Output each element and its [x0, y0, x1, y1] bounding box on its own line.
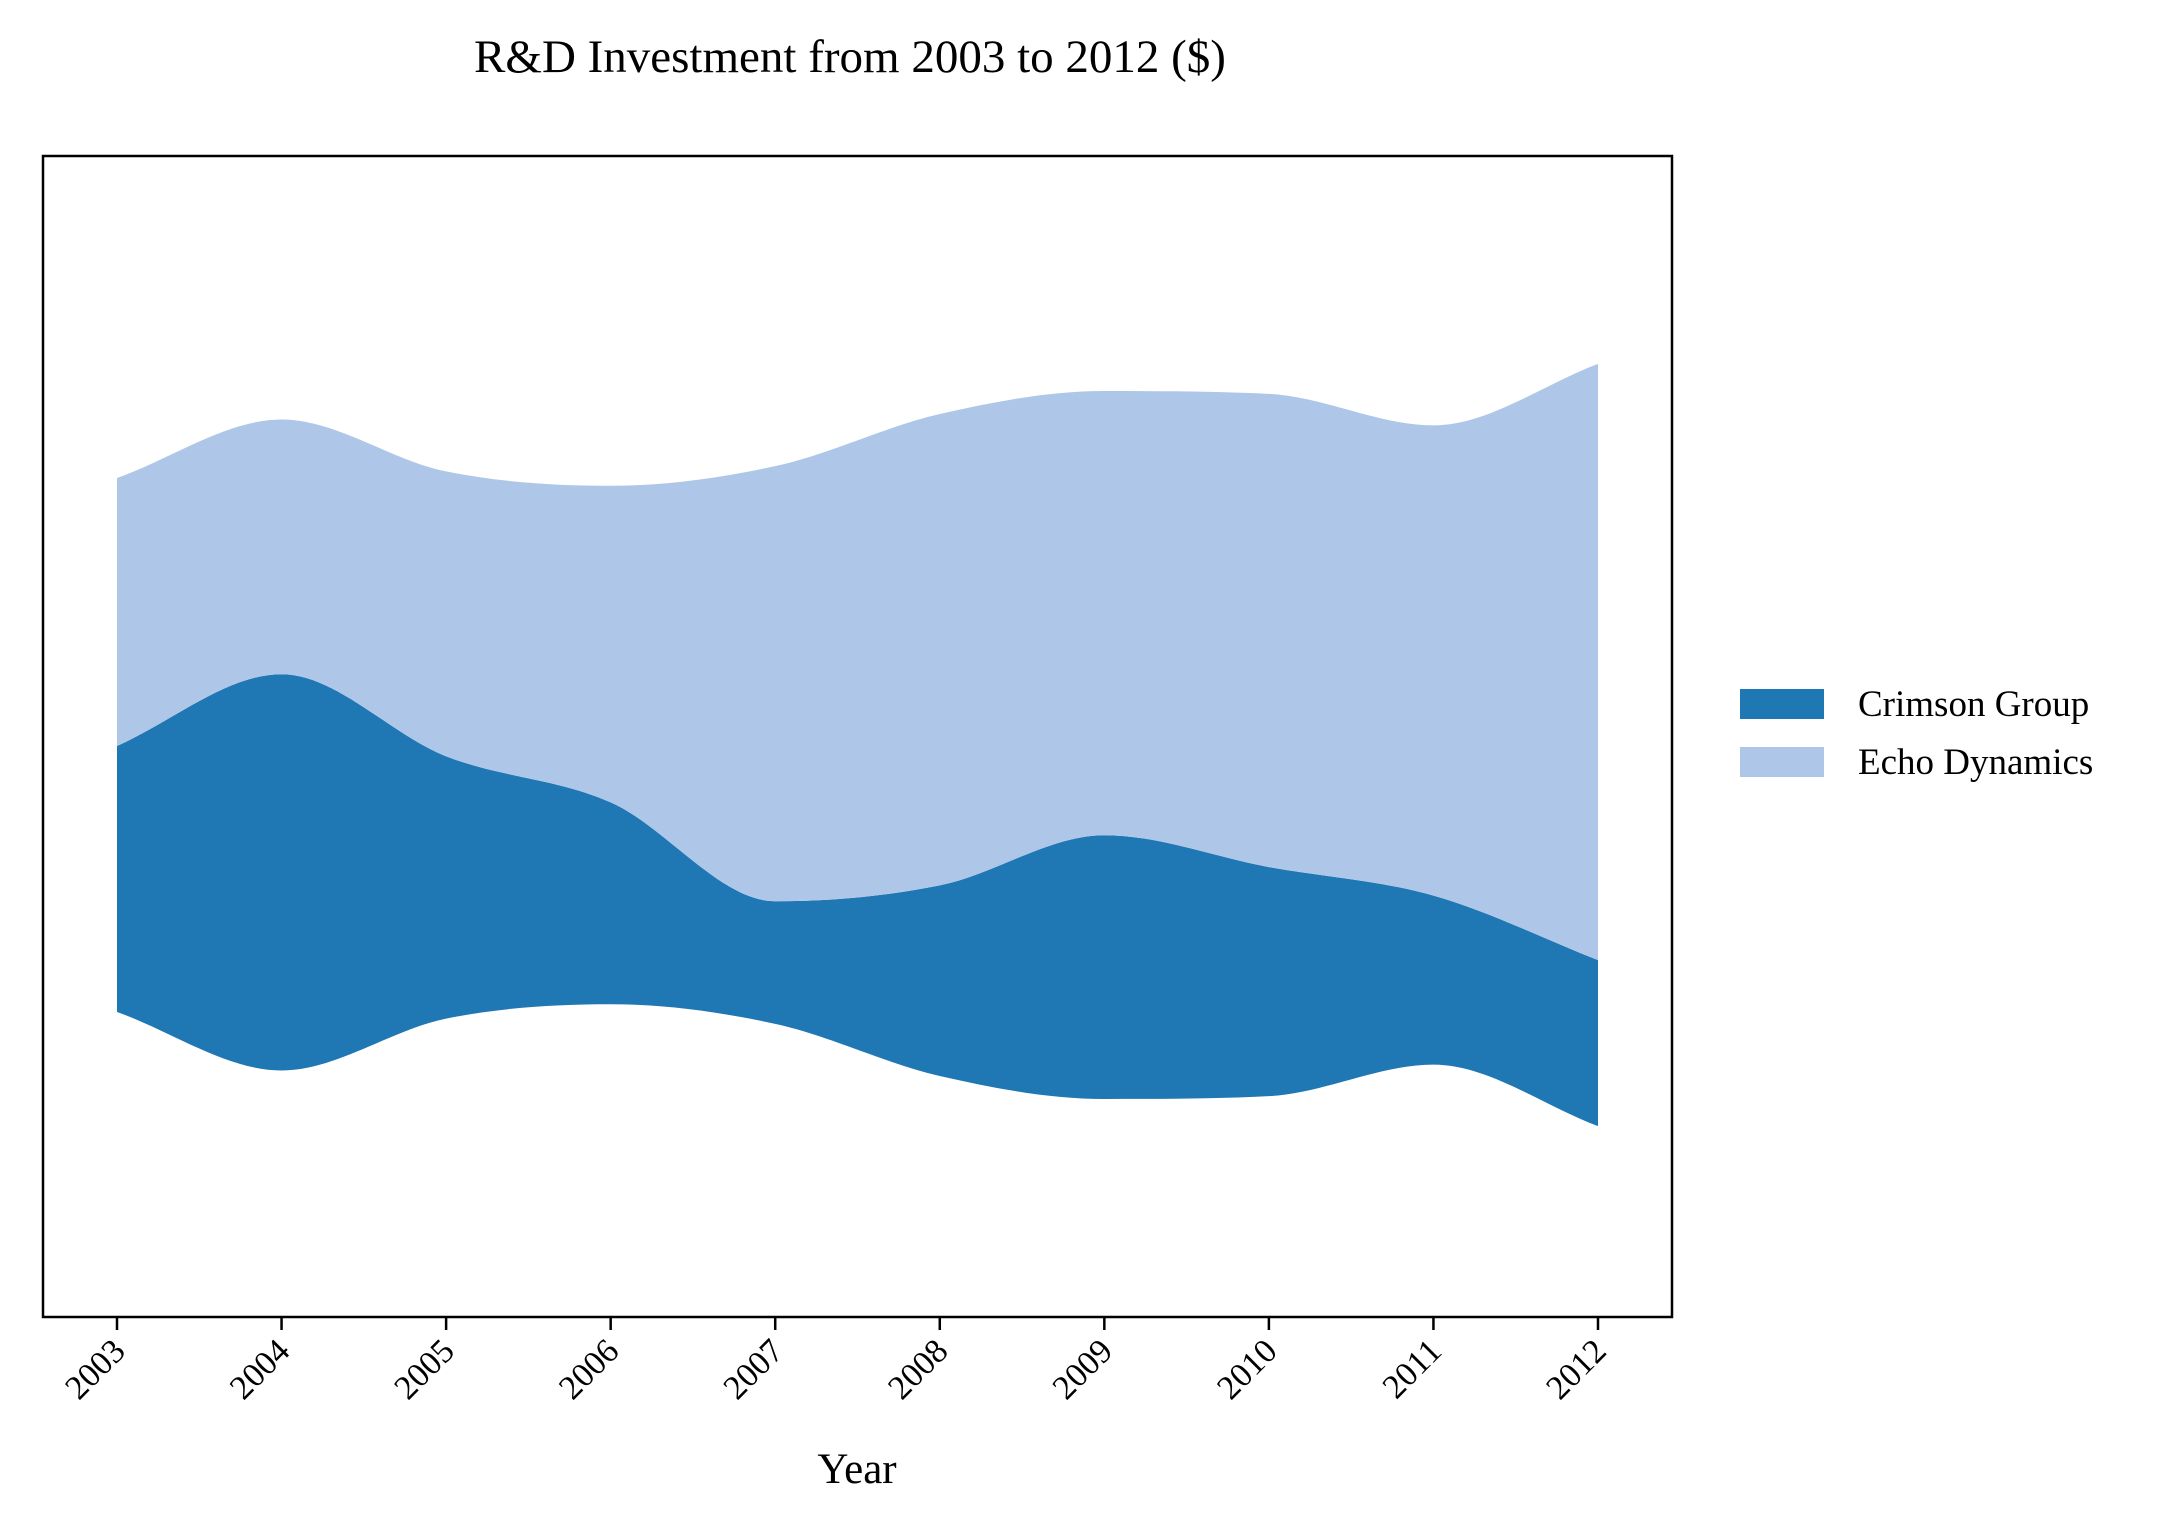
x-tick-label: 2010	[1210, 1332, 1284, 1406]
x-axis-title: Year	[817, 1446, 896, 1493]
legend-swatch	[1740, 689, 1824, 719]
area-echo-dynamics	[117, 363, 1598, 961]
x-tick-label: 2007	[717, 1332, 791, 1406]
x-tick-label: 2005	[388, 1332, 462, 1406]
chart-title: R&D Investment from 2003 to 2012 ($)	[474, 31, 1226, 83]
legend-label: Echo Dynamics	[1858, 742, 2093, 783]
x-tick-label: 2006	[552, 1332, 626, 1406]
area-crimson-group	[117, 674, 1598, 1127]
legend: Crimson Group Echo Dynamics	[1740, 684, 2093, 783]
x-tick-label: 2008	[881, 1332, 955, 1406]
x-tick-label: 2011	[1376, 1332, 1449, 1405]
legend-swatch	[1740, 747, 1824, 777]
x-tick-label: 2004	[223, 1332, 297, 1406]
x-tick-label: 2009	[1046, 1332, 1120, 1406]
x-tick-label: 2003	[58, 1332, 132, 1406]
x-axis-ticks: 2003 2004 2005 2006 2007 2008 2009 2010 2011 2012	[58, 1317, 1614, 1407]
stream-areas	[117, 363, 1598, 1127]
plot-frame	[41, 154, 1674, 1319]
x-tick-label: 2012	[1539, 1332, 1613, 1406]
legend-label: Crimson Group	[1858, 684, 2089, 725]
